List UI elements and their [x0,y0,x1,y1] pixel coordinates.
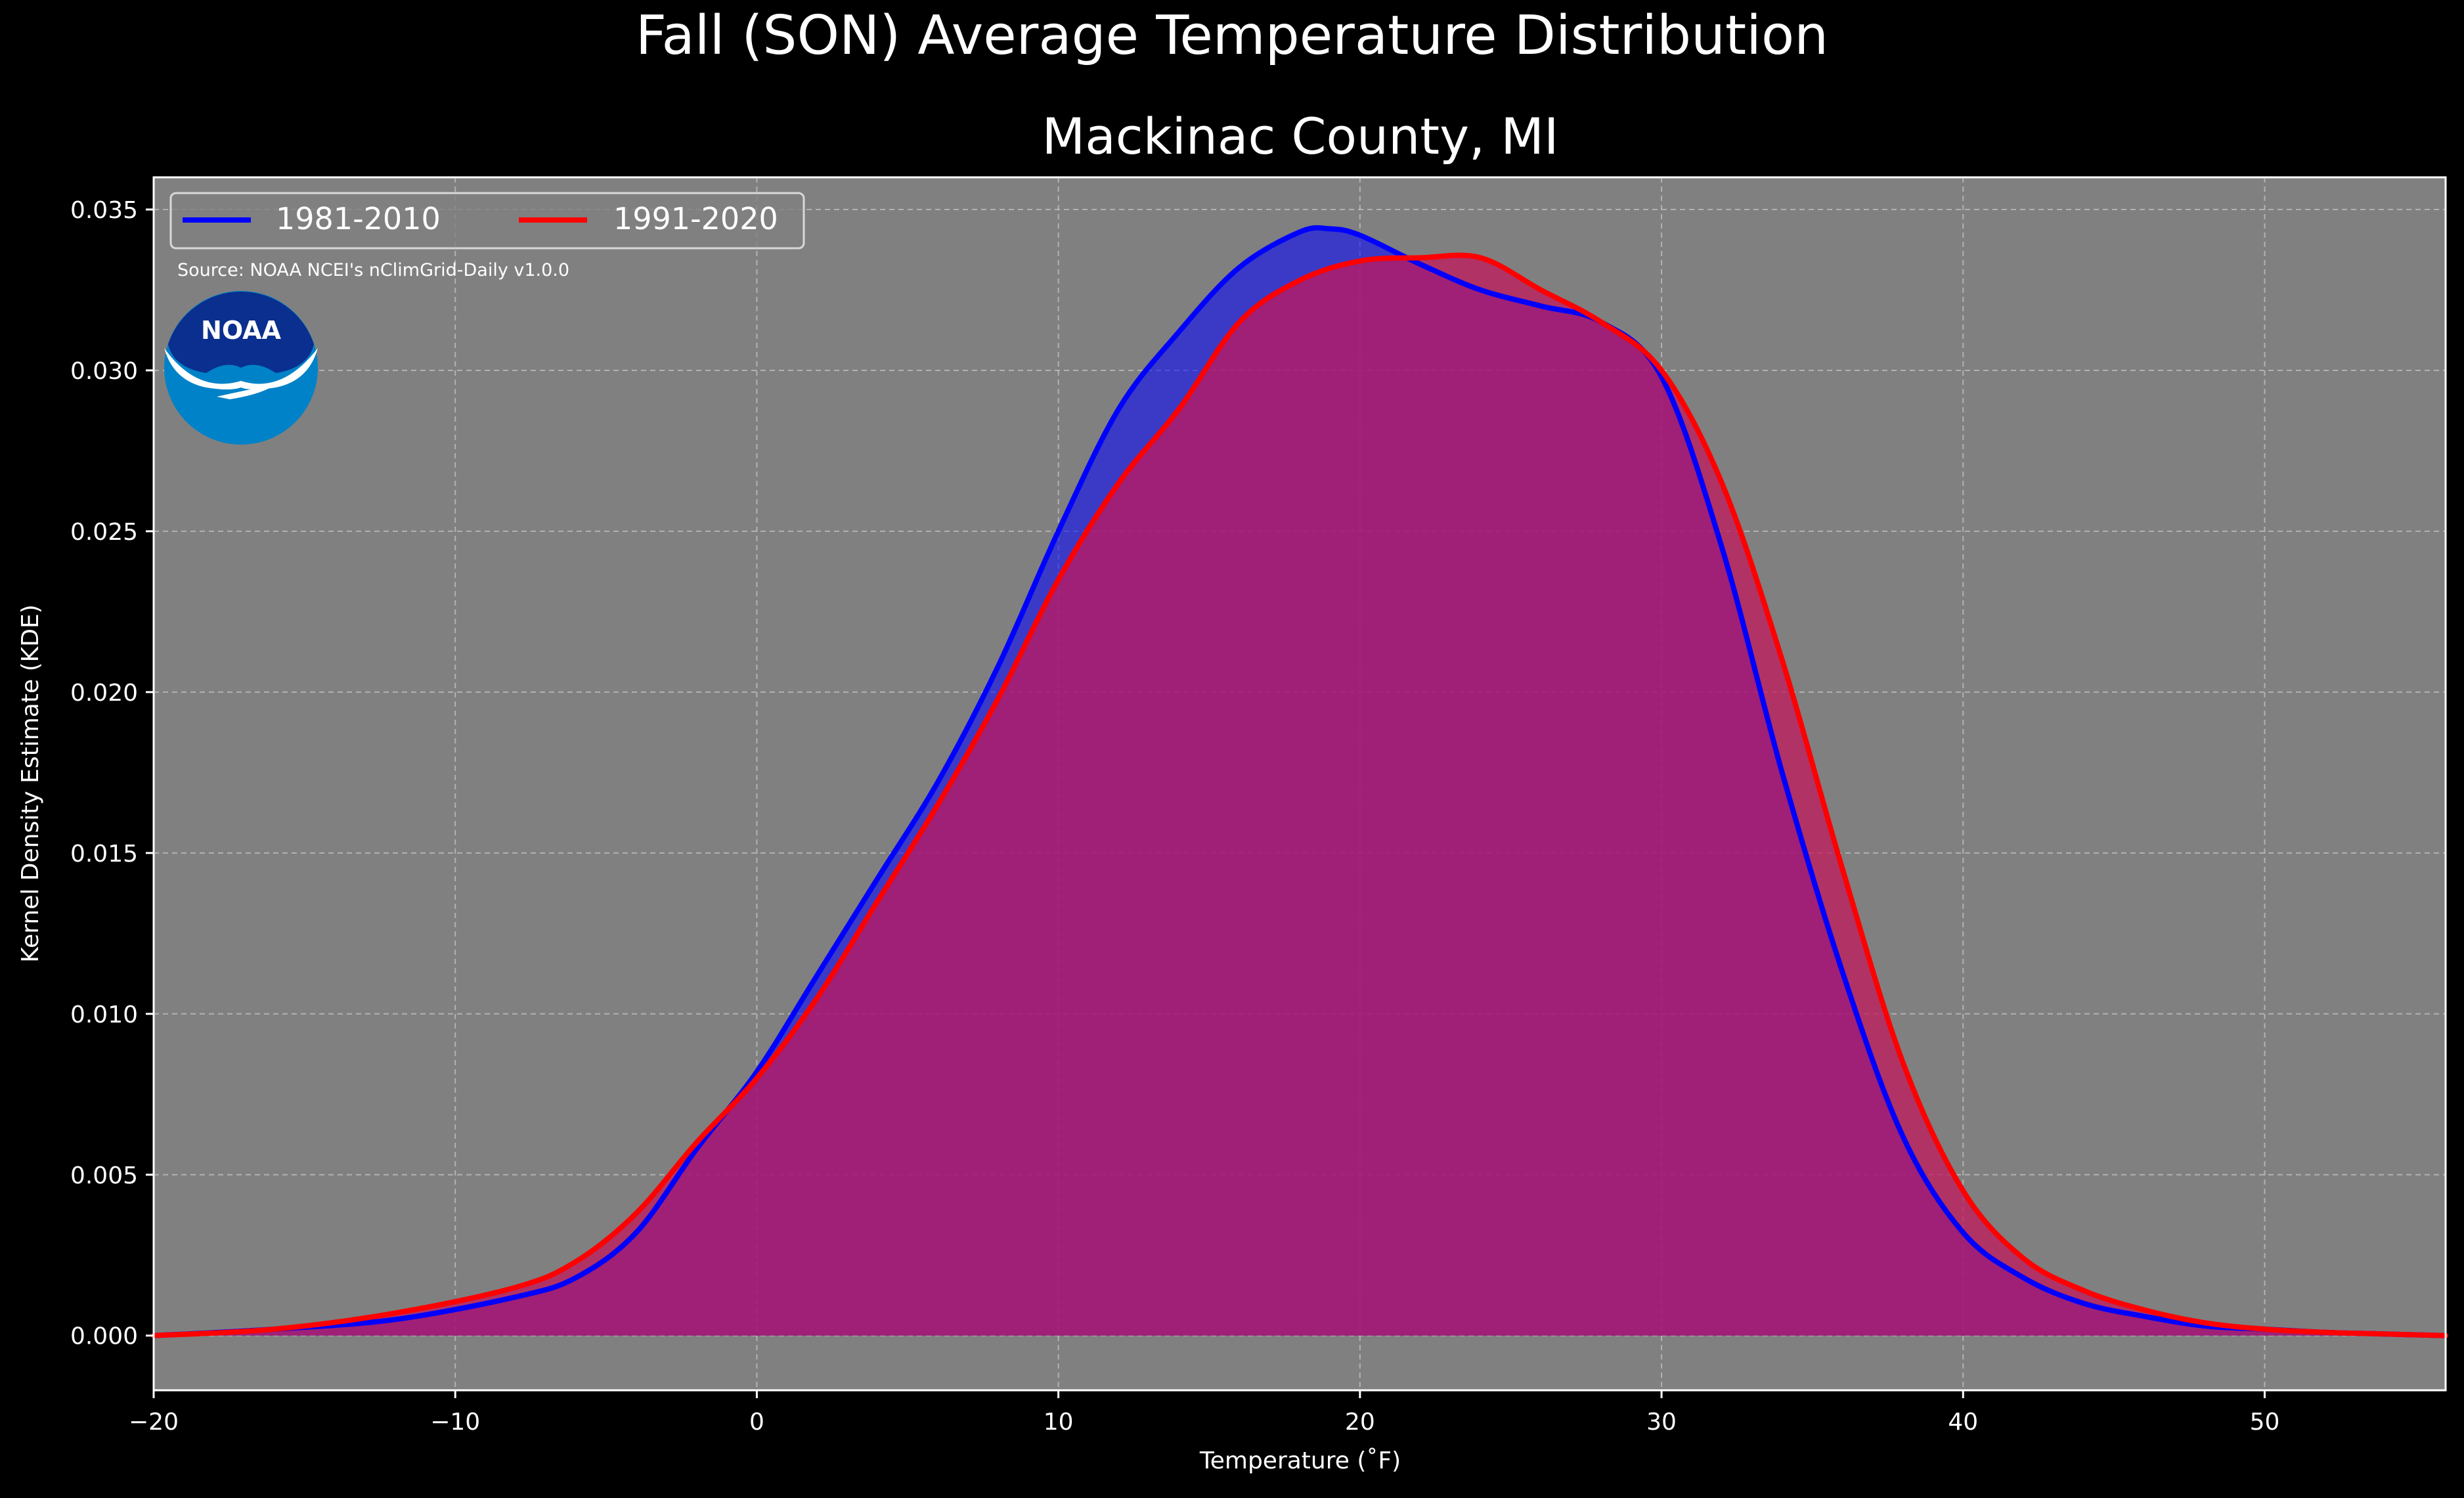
series-line-1981-2010 [151,225,2448,1338]
legend-label-1991-2020: 1991-2020 [613,201,778,236]
y-tick-label: 0.030 [70,358,138,385]
y-tick-label: 0.015 [70,841,138,868]
noaa-logo-bird-icon [164,348,318,389]
x-axis: −20 −10 0 10 20 30 40 50 [129,1390,2279,1436]
source-note: Source: NOAA NCEI's nClimGrid-Daily v1.0… [177,260,569,280]
legend-box [169,192,805,250]
x-tick-label: −20 [129,1409,179,1436]
noaa-logo-tail [217,384,276,399]
x-tick-label: 50 [2250,1409,2280,1436]
series-line-layer [151,225,2448,1338]
x-tick-label: 0 [749,1409,764,1436]
noaa-logo-upper [168,291,314,373]
x-tick-label: 10 [1044,1409,1074,1436]
y-tick-label: 0.035 [70,197,138,224]
y-tick-label: 0.005 [70,1162,138,1189]
x-tick-label: −10 [430,1409,480,1436]
legend-label-1981-2010: 1981-2010 [276,201,441,236]
y-tick-label: 0.000 [70,1323,138,1350]
legend: 1981-2010 1991-2020 [169,192,805,250]
x-tick-label: 20 [1345,1409,1375,1436]
y-axis: 0.000 0.005 0.010 0.015 0.020 0.025 0.030 0.035 [70,197,154,1350]
series-line-1991-2020 [151,252,2448,1338]
chart-title: Fall (SON) Average Temperature Distribut… [636,5,1828,67]
y-tick-label: 0.010 [70,1002,138,1028]
x-tick-label: 30 [1646,1409,1677,1436]
y-tick-label: 0.025 [70,519,138,546]
x-tick-label: 40 [1948,1409,1978,1436]
noaa-logo-text: NOAA [201,316,281,345]
noaa-logo: NOAA [164,291,318,445]
y-axis-label: Kernel Density Estimate (KDE) [17,604,44,962]
y-tick-label: 0.020 [70,680,138,707]
x-axis-label: Temperature (˚F) [1199,1447,1401,1474]
chart-subtitle: Mackinac County, MI [1042,107,1559,165]
plot-frame [152,176,2447,1392]
